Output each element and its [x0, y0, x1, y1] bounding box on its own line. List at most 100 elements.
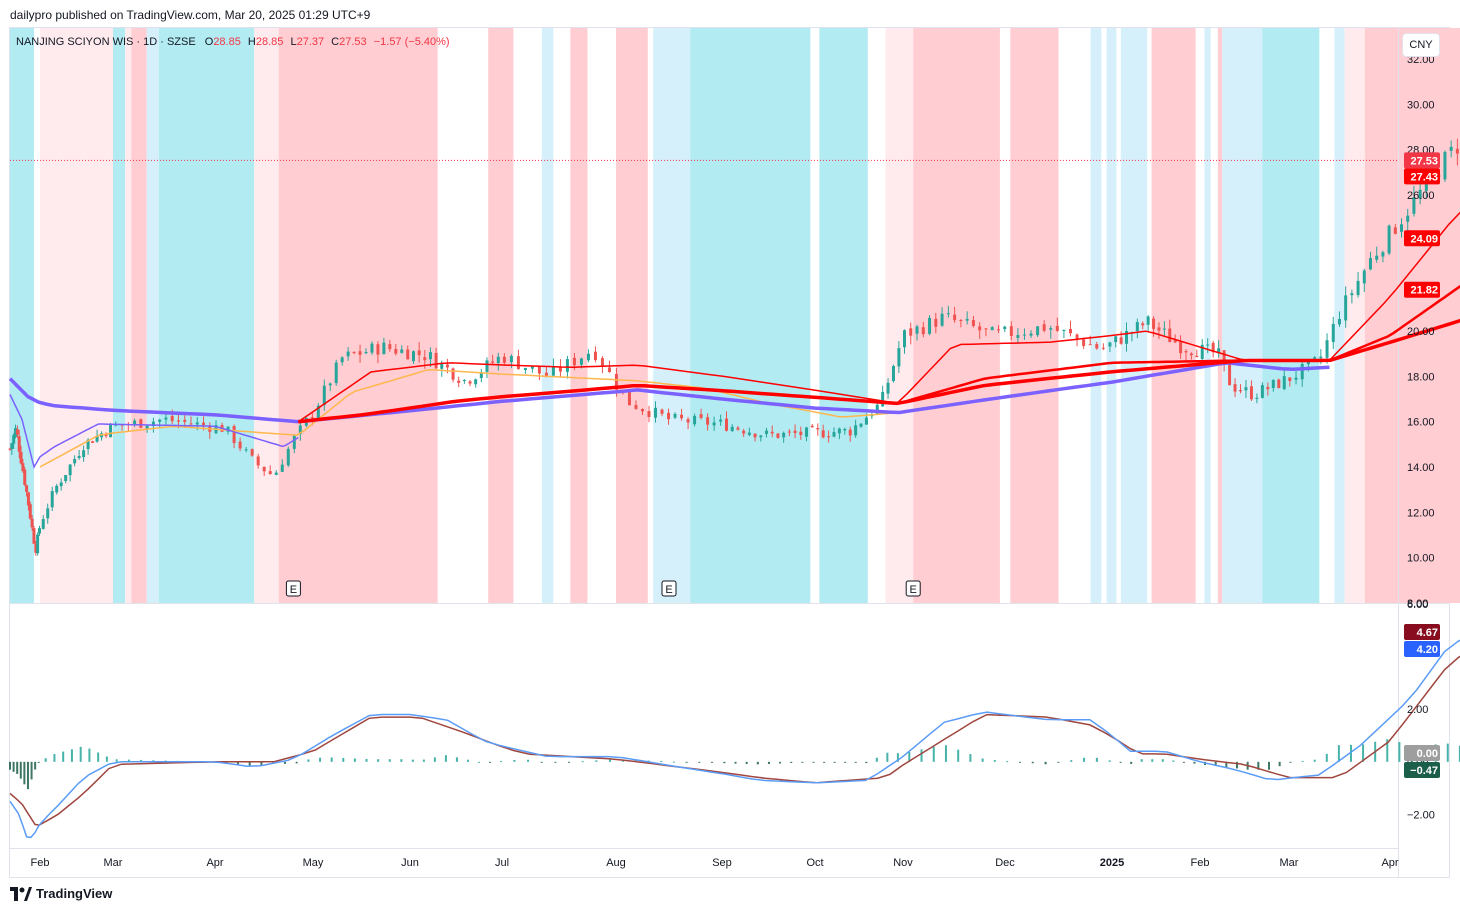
- macd-histogram-bar: [1289, 761, 1292, 763]
- candle-body: [1300, 363, 1304, 380]
- candle-body: [434, 352, 438, 369]
- candle-body: [565, 359, 569, 372]
- candle-body: [875, 404, 879, 414]
- candle-body: [1255, 397, 1259, 399]
- footer-logo[interactable]: TradingView: [10, 886, 112, 901]
- candle-body: [1260, 385, 1264, 398]
- macd-histogram-bar: [660, 761, 663, 763]
- macd-histogram-bar: [647, 760, 650, 762]
- candle-body: [864, 417, 868, 425]
- zone-band-light_red: [885, 28, 914, 603]
- macd-histogram-bar: [875, 757, 878, 762]
- time-tick-label: May: [303, 857, 324, 869]
- zones-layer: [10, 28, 1460, 603]
- candle-body: [693, 415, 697, 425]
- macd-histogram-bar: [932, 746, 935, 762]
- macd-histogram-bar: [1458, 745, 1460, 762]
- time-tick-label: Oct: [806, 857, 823, 869]
- candle-body: [1088, 344, 1092, 346]
- zone-band-red: [1364, 28, 1460, 603]
- macd-histogram-bar: [466, 759, 469, 762]
- macd-histogram-bar: [767, 761, 770, 764]
- candle-body: [516, 356, 520, 370]
- zone-band-light_blue: [1106, 28, 1117, 603]
- candle-body: [280, 464, 284, 472]
- candle-body: [491, 361, 495, 363]
- candle-body: [699, 414, 703, 418]
- macd-histogram-bar: [1362, 744, 1365, 762]
- macd-histogram-bar: [500, 761, 503, 763]
- candle-body: [151, 421, 155, 427]
- price-tick-label: 16.00: [1407, 417, 1435, 429]
- zone-band-light_red: [1344, 28, 1365, 603]
- candle-body: [959, 320, 963, 322]
- symbol-legend: NANJING SCIYON WIS · 1D · SZSE O28.85 H2…: [16, 36, 450, 48]
- macd-histogram-bar: [400, 759, 403, 762]
- candle-body: [12, 435, 16, 444]
- candle-body: [21, 463, 25, 472]
- candle-body: [8, 448, 12, 450]
- macd-histogram-bar: [307, 759, 310, 762]
- candle-body: [660, 409, 664, 414]
- macd-histogram-bar: [969, 754, 972, 762]
- candle-body: [1055, 325, 1059, 331]
- candle-body: [940, 313, 944, 326]
- time-tick-label: Feb: [31, 857, 50, 869]
- candle-body: [712, 422, 716, 426]
- candle-body: [1146, 316, 1150, 325]
- zone-band-blue: [158, 28, 255, 603]
- macd-histogram-bar: [1108, 760, 1111, 762]
- candle-body: [1068, 328, 1072, 334]
- candle-body: [990, 327, 994, 331]
- candle-body: [82, 450, 86, 458]
- candle-body: [34, 543, 38, 553]
- macd-histogram-bar: [920, 749, 923, 762]
- candle-body: [376, 344, 380, 355]
- earnings-marker-label: E: [290, 584, 297, 596]
- candle-body: [1189, 353, 1193, 356]
- zone-band-light_red: [50, 28, 113, 603]
- candle-body: [747, 432, 751, 435]
- zone-band-red: [278, 28, 313, 603]
- zone-band-light_blue: [541, 28, 554, 603]
- time-tick-label: Apr: [206, 857, 223, 869]
- macd-histogram-bar: [1398, 742, 1401, 762]
- candle-body: [133, 420, 137, 425]
- candle-body: [909, 328, 913, 336]
- currency-button[interactable]: CNY: [1402, 33, 1440, 57]
- candle-body: [821, 430, 825, 438]
- candle-body: [1062, 329, 1066, 331]
- candle-body: [310, 417, 314, 419]
- publisher-header: dailypro published on TradingView.com, M…: [10, 8, 371, 22]
- zone-band-light_blue: [1090, 28, 1102, 603]
- price-tag-ema-mid-bg: [1404, 230, 1440, 247]
- macd-histogram-bar: [1337, 745, 1340, 762]
- candle-body: [647, 411, 651, 417]
- candle-body: [1288, 377, 1292, 382]
- candle-body: [827, 436, 831, 438]
- symbol-name: NANJING SCIYON WIS · 1D · SZSE: [16, 36, 196, 48]
- candle-body: [686, 419, 690, 423]
- macd-histogram-bar: [422, 759, 425, 762]
- candle-body: [891, 366, 895, 382]
- candle-body: [558, 366, 562, 372]
- candle-body: [1400, 224, 1404, 232]
- candle-body: [1173, 340, 1177, 343]
- zone-band-blue: [1262, 28, 1320, 603]
- candle-body: [770, 431, 774, 434]
- low-value: 27.37: [296, 36, 325, 48]
- macd-histogram-bar: [908, 752, 911, 762]
- candle-body: [1119, 337, 1123, 344]
- candle-body: [870, 415, 874, 417]
- candle-body: [706, 417, 710, 425]
- candle-body: [164, 417, 168, 420]
- candle-body: [634, 404, 638, 409]
- candle-body: [1042, 324, 1046, 331]
- price-tag-last-label: 27.53: [1410, 155, 1438, 167]
- candle-body: [765, 430, 769, 434]
- macd-histogram-bar: [1057, 761, 1060, 763]
- zone-band-light_blue: [1120, 28, 1148, 603]
- candle-body: [902, 330, 906, 348]
- candle-body: [859, 423, 863, 427]
